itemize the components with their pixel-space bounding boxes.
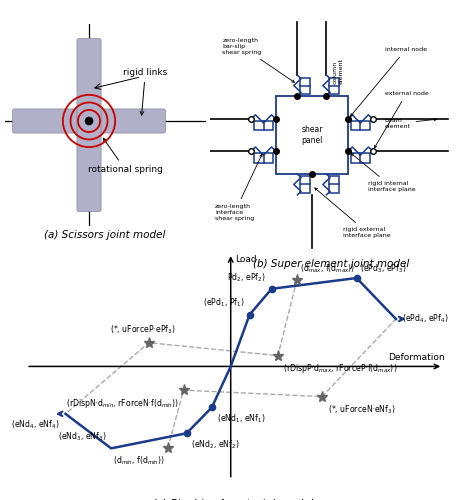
- Bar: [254, 154, 273, 162]
- Bar: [300, 78, 309, 94]
- Bar: [329, 176, 339, 192]
- Text: (eNd$_4$, eNf$_4$): (eNd$_4$, eNf$_4$): [11, 418, 59, 430]
- Text: column
element: column element: [333, 58, 343, 84]
- Text: (*, uForceP·ePf$_3$): (*, uForceP·ePf$_3$): [110, 324, 175, 336]
- Text: (rDispP·d$_{max}$, rForceP·f(d$_{max}$)): (rDispP·d$_{max}$, rForceP·f(d$_{max}$)): [282, 362, 397, 375]
- Text: (ePd$_3$, ePf$_3$): (ePd$_3$, ePf$_3$): [360, 262, 406, 275]
- Bar: [300, 176, 309, 192]
- Text: (d$_{min}$, f(d$_{min}$)): (d$_{min}$, f(d$_{min}$)): [112, 455, 165, 468]
- Text: beam
element: beam element: [385, 118, 436, 129]
- Text: (*, uForceN·eNf$_3$): (*, uForceN·eNf$_3$): [328, 403, 396, 415]
- Bar: [254, 121, 273, 130]
- Text: (ePd$_4$, ePf$_4$): (ePd$_4$, ePf$_4$): [402, 312, 449, 325]
- Bar: [329, 78, 339, 94]
- Bar: [351, 121, 370, 130]
- Text: (ePd$_1$, Pf$_1$): (ePd$_1$, Pf$_1$): [203, 297, 245, 310]
- Text: (eNd$_1$, eNf$_1$): (eNd$_1$, eNf$_1$): [217, 413, 265, 426]
- Text: (c) Pinching4 material model: (c) Pinching4 material model: [153, 499, 314, 500]
- Text: zero-length
bar-slip
shear spring: zero-length bar-slip shear spring: [222, 38, 294, 82]
- Text: external node: external node: [374, 91, 428, 148]
- Text: Deformation: Deformation: [388, 353, 445, 362]
- Text: (eNd$_3$, eNf$_3$): (eNd$_3$, eNf$_3$): [58, 430, 106, 443]
- Text: (eNd$_2$, eNf$_2$): (eNd$_2$, eNf$_2$): [191, 438, 240, 451]
- FancyBboxPatch shape: [77, 38, 101, 212]
- Text: rigid links: rigid links: [123, 68, 167, 115]
- Text: (b) Super element joint model: (b) Super element joint model: [253, 259, 409, 269]
- Text: rotational spring: rotational spring: [88, 138, 163, 174]
- Text: (d$_{max}$, f(d$_{max}$)): (d$_{max}$, f(d$_{max}$)): [300, 262, 355, 275]
- Bar: [276, 96, 348, 174]
- Text: zero-length
interface
shear spring: zero-length interface shear spring: [215, 154, 262, 220]
- Text: Load: Load: [235, 256, 257, 264]
- Bar: [351, 154, 370, 162]
- FancyBboxPatch shape: [13, 109, 165, 133]
- Text: (rDispN·d$_{min}$, rForceN·f(d$_{min}$)): (rDispN·d$_{min}$, rForceN·f(d$_{min}$)): [66, 396, 179, 409]
- Text: Pd$_2$, ePf$_2$): Pd$_2$, ePf$_2$): [227, 272, 266, 284]
- Text: (a) Scissors joint model: (a) Scissors joint model: [44, 230, 166, 239]
- Text: rigid internal
interface plane: rigid internal interface plane: [351, 154, 415, 192]
- Text: internal node: internal node: [351, 48, 427, 116]
- Circle shape: [85, 118, 93, 124]
- Text: rigid external
interface plane: rigid external interface plane: [315, 188, 391, 238]
- Text: shear
panel: shear panel: [301, 126, 323, 144]
